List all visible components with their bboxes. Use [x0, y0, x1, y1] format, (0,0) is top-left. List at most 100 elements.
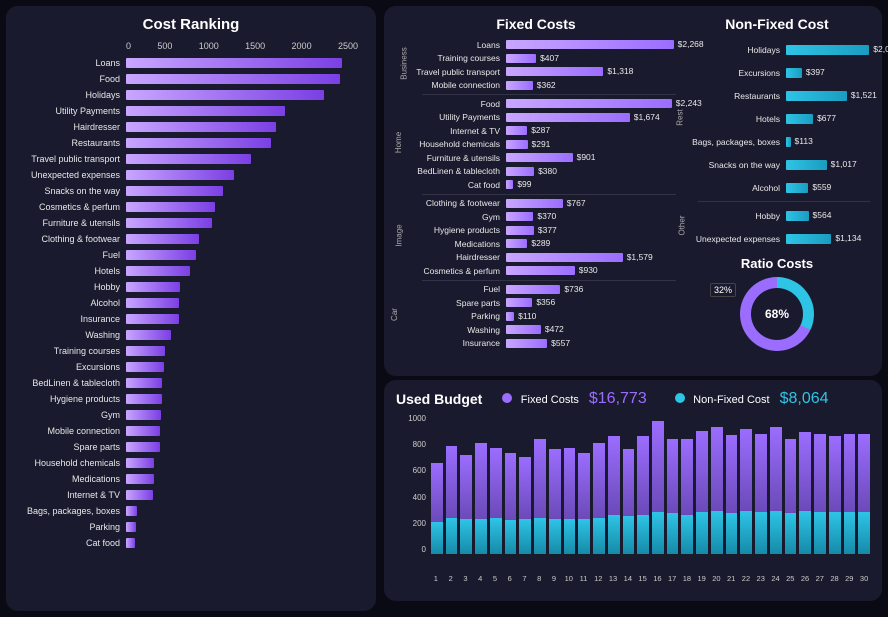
nfc-row: Excursions $397	[684, 61, 870, 84]
fixed-bar	[506, 140, 528, 149]
ub-bar-col	[814, 414, 826, 554]
ub-bar-col	[490, 414, 502, 554]
ub-fixed-seg	[696, 431, 708, 512]
fixed-bar	[506, 54, 536, 63]
rank-label: Snacks on the way	[18, 186, 126, 196]
rank-bar	[126, 218, 212, 228]
ub-fixed-seg	[681, 439, 693, 515]
legend-fixed-label: Fixed Costs	[521, 394, 579, 406]
nfc-value: $1,134	[835, 233, 861, 243]
fixed-bar	[506, 153, 573, 162]
fixed-value: $356	[536, 297, 555, 307]
nfc-value: $397	[806, 67, 825, 77]
fixed-costs-chart: Fixed Costs BusinessLoans$2,268Training …	[396, 16, 676, 366]
ub-fixed-seg	[652, 421, 664, 512]
cost-ranking-title: Cost Ranking	[18, 16, 364, 33]
rank-row: Travel public transport	[18, 151, 364, 167]
axis-tick: 2000	[292, 41, 312, 51]
fixed-bar	[506, 212, 533, 221]
legend-dot-fixed	[502, 393, 512, 403]
nfc-row: Hotels$677	[684, 107, 870, 130]
ub-bar-col	[578, 414, 590, 554]
fixed-value: $1,579	[627, 252, 653, 262]
ub-xtick: 15	[637, 574, 649, 583]
fixed-value: $736	[564, 284, 583, 294]
fixed-bar	[506, 266, 575, 275]
rank-label: Restaurants	[18, 138, 126, 148]
rank-bar	[126, 202, 215, 212]
nfc-row: Unexpected expenses$1,134	[684, 227, 870, 250]
fixed-label: Internet & TV	[396, 126, 506, 136]
nfc-value: $1,017	[831, 159, 857, 169]
ub-fixed-seg	[740, 429, 752, 510]
ub-xtick: 13	[607, 574, 619, 583]
ub-fixed-seg	[623, 449, 635, 516]
fixed-bar	[506, 67, 603, 76]
ub-nf-seg	[623, 516, 635, 554]
nfc-value: $1,521	[851, 90, 877, 100]
ub-nf-seg	[460, 519, 472, 554]
fixed-bar	[506, 226, 534, 235]
nfc-label: Restaurants	[684, 91, 786, 101]
rank-row: Holidays	[18, 87, 364, 103]
ub-ytick: 600	[396, 466, 426, 475]
fixed-label: Household chemicals	[396, 139, 506, 149]
rank-label: Hobby	[18, 282, 126, 292]
fixed-row: Hairdresser$1,579	[396, 251, 676, 265]
nfc-label: Excursions	[684, 68, 786, 78]
ub-fixed-seg	[785, 439, 797, 513]
rank-bar	[126, 362, 164, 372]
nfc-bar	[786, 183, 808, 193]
fixed-value: $291	[532, 139, 551, 149]
ub-nf-seg	[608, 515, 620, 554]
nfc-label: Hobby	[684, 211, 786, 221]
ub-bar-col	[652, 414, 664, 554]
fixed-label: Insurance	[396, 338, 506, 348]
ub-bar-col	[711, 414, 723, 554]
fixed-value: $110	[518, 311, 536, 321]
nfc-row: Alcohol$559	[684, 176, 870, 199]
ub-nf-seg	[593, 518, 605, 554]
fixed-bar	[506, 167, 534, 176]
fixed-row: Loans$2,268	[396, 38, 676, 52]
fixed-label: Cosmetics & perfum	[396, 266, 506, 276]
ub-nf-seg	[814, 512, 826, 554]
ub-xtick: 5	[489, 574, 501, 583]
fixed-label: Cat food	[396, 180, 506, 190]
fixed-value: $377	[538, 225, 557, 235]
ub-xtick: 19	[696, 574, 708, 583]
fixed-bar	[506, 199, 563, 208]
ratio-center-label: 68%	[751, 288, 803, 340]
fixed-value: $380	[538, 166, 557, 176]
fixed-label: Clothing & footwear	[396, 198, 506, 208]
rank-label: Bags, packages, boxes	[18, 506, 126, 516]
nfc-bar	[786, 114, 813, 124]
rank-row: Cat food	[18, 535, 364, 551]
ub-nf-seg	[505, 520, 517, 554]
rank-bar	[126, 442, 160, 452]
ub-bar-col	[460, 414, 472, 554]
fixed-label: Parking	[396, 311, 506, 321]
ub-nf-seg	[534, 518, 546, 554]
rank-label: Hygiene products	[18, 394, 126, 404]
ub-fixed-seg	[431, 463, 443, 522]
ub-xtick: 26	[799, 574, 811, 583]
fixed-row: Mobile connection$362	[396, 79, 676, 93]
fixed-row: Clothing & footwear$767	[396, 197, 676, 211]
rank-row: Loans	[18, 55, 364, 71]
ub-fixed-seg	[844, 434, 856, 512]
rank-row: Internet & TV	[18, 487, 364, 503]
ratio-outer-label: 32%	[710, 283, 736, 297]
fixed-label: Fuel	[396, 284, 506, 294]
rank-label: Fuel	[18, 250, 126, 260]
ratio-title: Ratio Costs	[684, 256, 870, 271]
ub-bar-col	[770, 414, 782, 554]
rank-row: Excursions	[18, 359, 364, 375]
fixed-label: Travel public transport	[396, 67, 506, 77]
rank-row: Hygiene products	[18, 391, 364, 407]
ub-bar-col	[608, 414, 620, 554]
ub-bar-col	[799, 414, 811, 554]
rank-bar	[126, 474, 154, 484]
ub-bar-col	[623, 414, 635, 554]
rank-bar	[126, 410, 161, 420]
